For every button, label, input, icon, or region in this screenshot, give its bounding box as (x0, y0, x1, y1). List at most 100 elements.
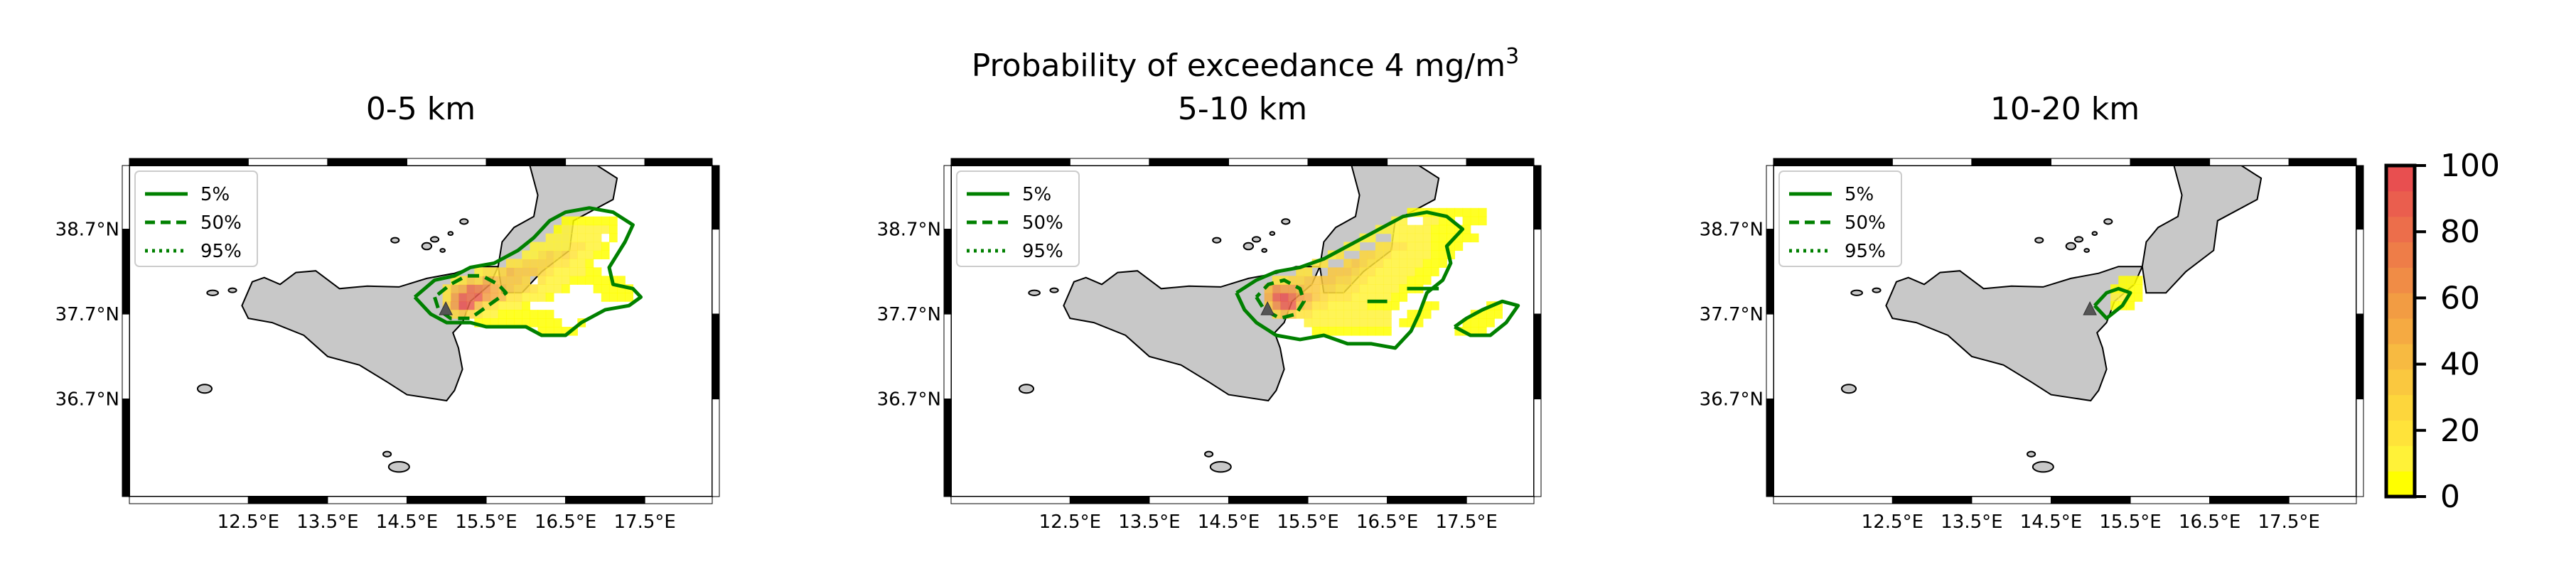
island (1840, 384, 1857, 394)
probability-cell (1359, 293, 1368, 302)
probability-cell (1279, 284, 1289, 293)
frame-segment (565, 158, 645, 166)
probability-cell (1478, 216, 1487, 226)
probability-cell (569, 224, 578, 234)
probability-cell (562, 284, 570, 293)
probability-cell (1359, 301, 1368, 310)
probability-cell (1375, 310, 1384, 319)
y-tick-label: 38.7°N (1700, 220, 1764, 241)
x-tick-label: 13.5°E (1941, 511, 2002, 533)
probability-cell (2126, 276, 2135, 285)
probability-cell (1359, 284, 1368, 293)
probability-cell (1311, 293, 1321, 302)
probability-cell (514, 318, 522, 327)
island (1204, 450, 1214, 457)
probability-cell (1336, 276, 1344, 285)
volcano-vent-marker (1260, 301, 1274, 315)
probability-cell (490, 284, 499, 293)
probability-cell (2126, 301, 2135, 310)
probability-cell (1311, 327, 1321, 336)
probability-cell (1375, 250, 1384, 260)
legend-label: 5% (200, 184, 230, 205)
frame-segment (1766, 399, 1774, 497)
x-tick-label: 12.5°E (1862, 511, 1923, 533)
probability-cell (1415, 318, 1424, 327)
probability-cell (1454, 327, 1464, 336)
probability-cell (1430, 267, 1439, 276)
probability-cell (498, 293, 507, 302)
x-tick-label: 16.5°E (2179, 511, 2240, 533)
probability-cell (1383, 318, 1392, 327)
frame-segment (644, 158, 713, 166)
island (1209, 461, 1232, 473)
colorbar-segment (2386, 394, 2415, 421)
probability-cell (1407, 259, 1416, 268)
probability-cell (1367, 327, 1376, 336)
probability-cell (474, 301, 483, 310)
probability-cell (1447, 233, 1456, 243)
probability-cell (1375, 327, 1384, 336)
probability-cell (1367, 310, 1376, 319)
probability-cell (482, 276, 491, 285)
probability-cell (601, 242, 610, 251)
frame-segment (1891, 158, 1973, 166)
probability-cell (1399, 250, 1408, 260)
probability-cell (514, 276, 522, 285)
x-tick-label: 15.5°E (2099, 511, 2161, 533)
x-tick-label: 15.5°E (1277, 511, 1338, 533)
probability-cell (537, 276, 547, 285)
probability-cell (1304, 267, 1313, 276)
island (2034, 237, 2044, 244)
probability-cell (1494, 301, 1503, 310)
island (382, 450, 392, 457)
probability-cell (1279, 310, 1289, 319)
probability-cell (625, 293, 634, 302)
island (387, 461, 410, 473)
probability-cell (1288, 301, 1297, 310)
probability-cell (1478, 327, 1487, 336)
probability-cell (2134, 284, 2143, 293)
probability-cell (1454, 224, 1464, 234)
frame-segment (565, 496, 645, 504)
frame-segment (1971, 158, 2051, 166)
probability-cell (1288, 284, 1297, 293)
probability-cell (1383, 301, 1392, 310)
probability-cell (1454, 207, 1464, 217)
island (206, 289, 219, 296)
frame-segment (247, 496, 328, 504)
frame-segment (247, 158, 328, 166)
probability-cell (482, 310, 491, 319)
panel-title: 5-10 km (1178, 91, 1307, 127)
y-tick-label: 36.7°N (877, 389, 941, 411)
probability-cell (522, 284, 531, 293)
frame-segment (2050, 158, 2131, 166)
probability-cell (577, 267, 586, 276)
probability-cell (458, 276, 467, 285)
probability-cell (545, 327, 554, 336)
probability-cell (1367, 301, 1376, 310)
probability-cell (1351, 293, 1361, 302)
probability-cell (537, 310, 547, 319)
probability-cell (1399, 242, 1408, 251)
probability-cell (1447, 250, 1456, 260)
probability-cell (1399, 293, 1408, 302)
legend: 5% 50% 95% (1778, 170, 1902, 267)
probability-cell (505, 301, 515, 310)
probability-cell (1391, 250, 1400, 260)
island (390, 237, 400, 244)
probability-cell (458, 293, 467, 302)
probability-cell (1447, 242, 1456, 251)
probability-cell (569, 259, 578, 268)
frame-segment (485, 496, 567, 504)
probability-cell (1359, 267, 1368, 276)
probability-cell (474, 318, 483, 327)
probability-cell (593, 233, 602, 243)
frame-segment (943, 165, 952, 230)
probability-cell (1272, 310, 1281, 319)
probability-cell (1311, 276, 1321, 285)
y-tick-label: 36.7°N (55, 389, 119, 411)
volcano-vent-marker (2083, 301, 2097, 315)
probability-cell (1375, 284, 1384, 293)
